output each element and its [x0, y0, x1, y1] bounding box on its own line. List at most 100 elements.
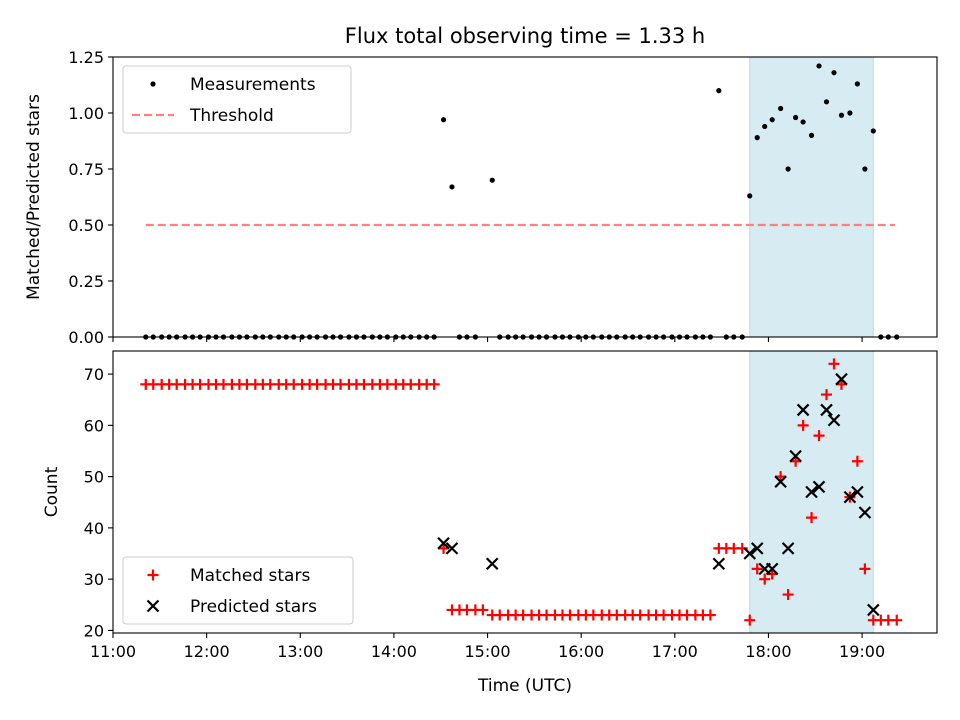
legend-label: Threshold: [189, 106, 274, 126]
ratio-panel: 0.00 0.25 0.50 0.75 1.00 1.25 Matched/Predicte…: [24, 48, 938, 347]
series-measurements: [143, 63, 900, 340]
data-point: [858, 506, 872, 519]
data-point: [704, 609, 716, 621]
data-point: [762, 123, 768, 130]
legend-label: Measurements: [190, 75, 316, 95]
data-point: [835, 372, 848, 386]
x-tick-label: 14:00: [371, 642, 417, 661]
x-tick-label: 19:00: [839, 642, 885, 661]
legend-swatch: [146, 599, 160, 613]
data-point: [789, 449, 802, 463]
y-tick-label: 50: [84, 468, 104, 487]
data-point: [820, 403, 833, 417]
legend-label: Predicted stars: [190, 597, 317, 617]
y-tick-label: 30: [84, 570, 104, 589]
data-point: [785, 166, 791, 172]
y-tick-label: 1.25: [68, 48, 104, 67]
axes-frame: [112, 56, 938, 338]
y-tick-label: 0.50: [68, 216, 104, 235]
data-point: [828, 358, 840, 370]
series-predicted-stars: [437, 372, 880, 617]
data-point: [778, 105, 784, 112]
data-point: [847, 110, 853, 116]
data-point: [796, 403, 810, 417]
data-point: [827, 413, 841, 427]
data-point: [769, 117, 775, 123]
data-point: [808, 132, 815, 138]
y-axis-label: Count: [42, 466, 62, 517]
y-axis-label: Matched/Predicted stars: [24, 94, 44, 300]
data-point: [843, 490, 857, 504]
legend-swatch: [150, 81, 156, 87]
data-point: [821, 389, 833, 401]
data-point: [781, 542, 795, 555]
data-point: [797, 419, 809, 431]
data-point: [759, 573, 771, 585]
data-point: [805, 485, 818, 499]
legend: Matched stars Predicted stars: [122, 556, 354, 625]
data-point: [812, 480, 826, 494]
data-point: [428, 378, 440, 390]
data-point: [859, 563, 871, 575]
legend-box: [122, 556, 354, 625]
data-point: [823, 99, 830, 105]
count-panel: 11:00 12:00 13:00 14:00 15:00 16:00 17:00 18:00…: [42, 350, 938, 696]
data-point: [712, 557, 726, 571]
data-point: [774, 475, 787, 489]
data-point: [813, 430, 825, 442]
data-point: [743, 547, 757, 560]
data-point: [747, 193, 753, 199]
data-point: [870, 128, 876, 134]
x-tick-label: 18:00: [745, 642, 791, 661]
data-point: [851, 485, 864, 499]
x-tick-label: 16:00: [558, 642, 604, 661]
x-tick-label: 12:00: [184, 642, 230, 661]
y-tick-label: 0.00: [68, 328, 104, 347]
data-point: [782, 589, 794, 601]
x-tick-label: 11:00: [90, 642, 136, 661]
y-tick-label: 40: [84, 519, 104, 538]
y-tick-label: 20: [84, 621, 104, 640]
data-point: [862, 166, 868, 172]
data-point: [445, 542, 459, 555]
y-tick-label: 1.00: [68, 104, 104, 123]
series-matched-stars: [140, 358, 903, 626]
data-point: [793, 114, 799, 121]
x-tick-label: 15:00: [464, 642, 510, 661]
x-tick-label: 13:00: [277, 642, 323, 661]
data-point: [489, 177, 495, 183]
data-point: [851, 455, 863, 467]
y-tick-label: 70: [84, 365, 104, 384]
data-point: [867, 603, 880, 617]
axes-frame: [112, 350, 938, 634]
data-point: [485, 557, 499, 571]
data-point: [716, 88, 722, 94]
y-tick-label: 0.75: [68, 160, 104, 179]
legend-swatch: [147, 569, 159, 581]
figure-title: Flux total observing time = 1.33 h: [345, 24, 705, 48]
data-point: [806, 512, 818, 524]
data-point: [477, 604, 489, 616]
x-axis-label: Time (UTC): [477, 676, 572, 696]
data-point: [437, 536, 450, 550]
x-tick-label: 17:00: [652, 642, 698, 661]
legend-box: [122, 65, 352, 134]
observing-window-span: [749, 56, 874, 338]
data-point: [838, 112, 845, 118]
data-point: [754, 135, 760, 141]
data-point: [440, 117, 447, 123]
data-point: [816, 63, 822, 69]
data-point: [765, 562, 779, 576]
legend-label: Matched stars: [190, 566, 310, 586]
data-point: [854, 81, 861, 87]
y-tick-label: 60: [84, 416, 104, 435]
data-point: [751, 563, 763, 575]
data-point: [750, 542, 764, 555]
data-point: [891, 614, 903, 626]
y-tick-label: 0.25: [68, 272, 104, 291]
data-point: [449, 184, 455, 190]
data-point: [831, 70, 837, 76]
legend: Measurements Threshold: [122, 65, 352, 134]
data-point: [744, 614, 756, 626]
